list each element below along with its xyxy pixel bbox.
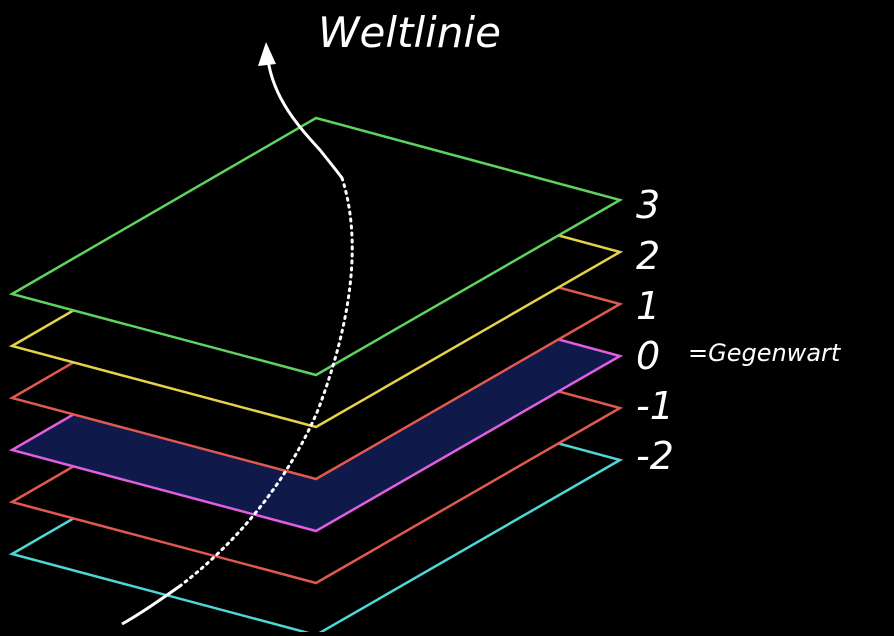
layer-label-2: 2 bbox=[636, 234, 661, 278]
layer-label--2: -2 bbox=[636, 434, 674, 478]
worldline-upper bbox=[266, 59, 344, 179]
worldline-dotted bbox=[178, 176, 354, 588]
layer-label-0: 0 bbox=[636, 334, 661, 378]
worldline-lower bbox=[121, 584, 181, 626]
present-note: =Gegenwart bbox=[688, 339, 841, 367]
layer-label-3: 3 bbox=[636, 183, 661, 227]
plane-3 bbox=[8, 116, 624, 377]
worldline-arrowhead bbox=[258, 42, 276, 66]
layer-label--1: -1 bbox=[636, 384, 674, 428]
diagram-title: Weltlinie bbox=[318, 8, 501, 57]
layer-label-1: 1 bbox=[636, 284, 661, 328]
